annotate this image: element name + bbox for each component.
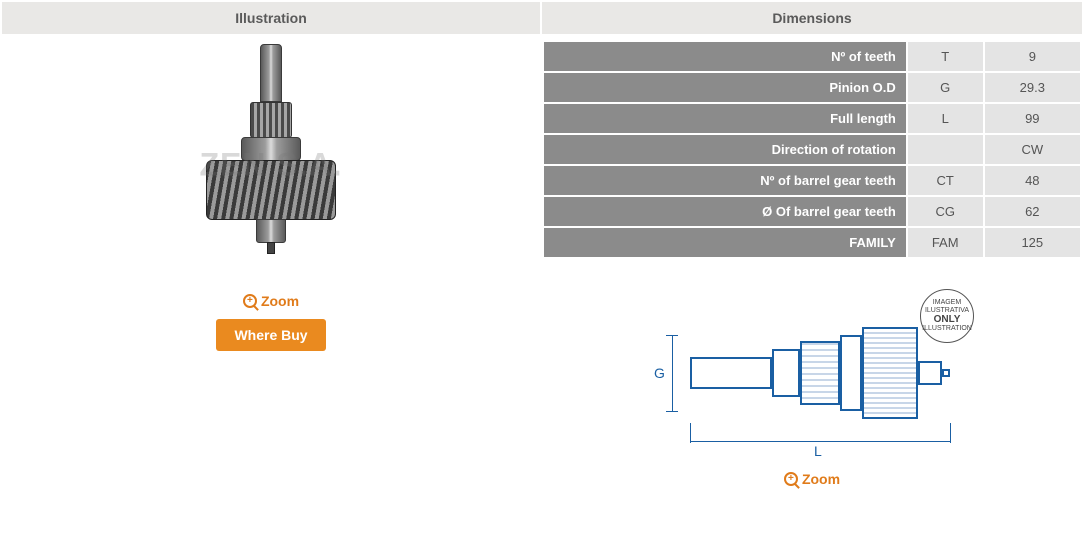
zoom-label: Zoom (261, 293, 299, 309)
badge-line: ONLY (934, 314, 961, 325)
dim-row-label: Direction of rotation (543, 134, 907, 165)
dim-row-symbol: L (907, 103, 984, 134)
dim-row-value: 99 (984, 103, 1081, 134)
part-barrel-gear (206, 160, 336, 220)
table-row: FAMILYFAM125 (543, 227, 1081, 258)
part-pinion (250, 102, 292, 138)
zoom-link-illustration[interactable]: Zoom (243, 293, 299, 309)
dim-row-value: CW (984, 134, 1081, 165)
illustration-only-badge: IMAGEM ILUSTRATIVA ONLY ILLUSTRATION (920, 289, 974, 343)
zoom-in-icon (784, 472, 798, 486)
sch-gear (862, 327, 918, 419)
sch-ring (840, 335, 862, 411)
page-container: Illustration ZEN S.A. Zoom Where Buy Dim… (2, 2, 1083, 487)
table-row: Nº of barrel gear teethCT48 (543, 165, 1081, 196)
part-tip (267, 242, 275, 254)
dim-row-value: 48 (984, 165, 1081, 196)
badge-line: ILUSTRATIVA (925, 307, 969, 315)
dimensions-tbody: Nº of teethT9Pinion O.DG29.3Full lengthL… (543, 41, 1081, 258)
dim-row-symbol: CT (907, 165, 984, 196)
dimensions-column: Dimensions Nº of teethT9Pinion O.DG29.3F… (542, 2, 1082, 487)
illustration-body: ZEN S.A. Zoom Where Buy (2, 34, 540, 365)
sch-step (772, 349, 800, 397)
dim-row-label: FAMILY (543, 227, 907, 258)
dim-tick (690, 423, 691, 443)
zoom-label: Zoom (802, 471, 840, 487)
sch-shaft (690, 357, 772, 389)
dim-row-label: Ø Of barrel gear teeth (543, 196, 907, 227)
part-shaft (260, 44, 282, 102)
sch-tip (942, 369, 950, 377)
dim-tick (666, 411, 678, 412)
illustration-header: Illustration (2, 2, 540, 34)
dim-row-symbol (907, 134, 984, 165)
dim-row-label: Nº of teeth (543, 41, 907, 72)
dim-row-symbol: CG (907, 196, 984, 227)
dim-line-g (672, 335, 673, 411)
part-spacer (241, 137, 301, 161)
dim-row-label: Nº of barrel gear teeth (543, 165, 907, 196)
dim-line-l (690, 441, 950, 442)
dim-row-value: 29.3 (984, 72, 1081, 103)
table-row: Full lengthL99 (543, 103, 1081, 134)
zoom-in-icon (243, 294, 257, 308)
sch-end (918, 361, 942, 385)
sch-pinion (800, 341, 840, 405)
dimensions-table: Nº of teethT9Pinion O.DG29.3Full lengthL… (542, 40, 1082, 259)
dim-tick (666, 335, 678, 336)
dim-row-value: 125 (984, 227, 1081, 258)
where-buy-button[interactable]: Where Buy (216, 319, 325, 351)
dim-row-symbol: T (907, 41, 984, 72)
dim-label-g: G (654, 365, 665, 381)
dim-label-l: L (814, 443, 822, 459)
badge-line: IMAGEM (933, 299, 961, 307)
badge-line: ILLUSTRATION (922, 325, 972, 333)
table-row: Pinion O.DG29.3 (543, 72, 1081, 103)
table-row: Direction of rotation CW (543, 134, 1081, 165)
schematic-wrap: ZEN S.A. G L (542, 283, 1082, 487)
dimensions-header: Dimensions (542, 2, 1082, 34)
zoom-link-schematic[interactable]: Zoom (784, 471, 840, 487)
schematic-figure: ZEN S.A. G L (642, 283, 982, 463)
table-row: Ø Of barrel gear teethCG62 (543, 196, 1081, 227)
illustration-column: Illustration ZEN S.A. Zoom Where Buy (2, 2, 540, 487)
product-figure: ZEN S.A. (196, 44, 346, 289)
part-hub (256, 219, 286, 243)
dim-tick (950, 423, 951, 443)
dim-row-label: Pinion O.D (543, 72, 907, 103)
dim-row-value: 9 (984, 41, 1081, 72)
table-row: Nº of teethT9 (543, 41, 1081, 72)
schematic-body (690, 335, 948, 411)
dim-row-symbol: G (907, 72, 984, 103)
dim-row-value: 62 (984, 196, 1081, 227)
dim-row-label: Full length (543, 103, 907, 134)
dim-row-symbol: FAM (907, 227, 984, 258)
